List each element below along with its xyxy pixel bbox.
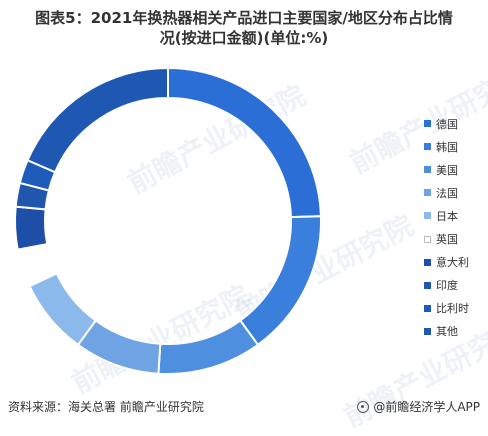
legend-label: 意大利 [436,256,469,270]
legend-swatch [424,258,431,266]
legend-swatch [424,166,431,174]
legend-item: 法国 [424,181,469,204]
legend-item: 其他 [424,320,469,343]
legend-swatch [424,143,431,151]
brand-mark: @前瞻经济学人APP [357,398,480,415]
slice-0 [167,66,322,219]
legend-item: 英国 [424,227,469,250]
brand-logo-icon [357,400,370,413]
legend-label: 英国 [436,233,458,247]
legend-label: 美国 [436,163,458,177]
chart-title: 图表5：2021年换热器相关产品进口主要国家/地区分布占比情 况(按进口金额)(… [14,8,474,48]
legend-label: 韩国 [436,140,458,154]
legend-label: 印度 [436,279,458,293]
chart-title-line1: 图表5：2021年换热器相关产品进口主要国家/地区分布占比情 [35,9,453,27]
slice-9 [26,66,169,174]
legend-item: 意大利 [424,251,469,274]
legend-swatch [424,120,431,128]
legend-item: 日本 [424,204,469,227]
legend-label: 其他 [436,325,458,339]
legend-item: 印度 [424,274,469,297]
chart-title-line2: 况(按进口金额)(单位:%) [159,29,329,47]
legend-swatch [424,235,431,243]
slice-2 [157,319,260,375]
legend-item: 比利时 [424,297,469,320]
source-note: 资料来源：海关总署 前瞻产业研究院 [8,400,204,414]
brand-label: @前瞻经济学人APP [373,400,480,414]
legend-swatch [424,281,431,289]
legend-label: 德国 [436,117,458,131]
slice-4 [28,272,98,347]
legend-swatch [424,327,431,335]
legend-swatch [424,189,431,197]
slice-1 [238,215,322,347]
legend-item: 韩国 [424,135,469,158]
slice-6 [14,205,49,251]
legend-label: 比利时 [436,302,469,316]
legend-swatch [424,212,431,220]
chart-legend: 德国韩国美国法国日本英国意大利印度比利时其他 [424,112,469,343]
legend-swatch [424,304,431,312]
legend-item: 美国 [424,158,469,181]
legend-label: 日本 [436,209,458,223]
legend-label: 法国 [436,186,458,200]
legend-item: 德国 [424,112,469,135]
